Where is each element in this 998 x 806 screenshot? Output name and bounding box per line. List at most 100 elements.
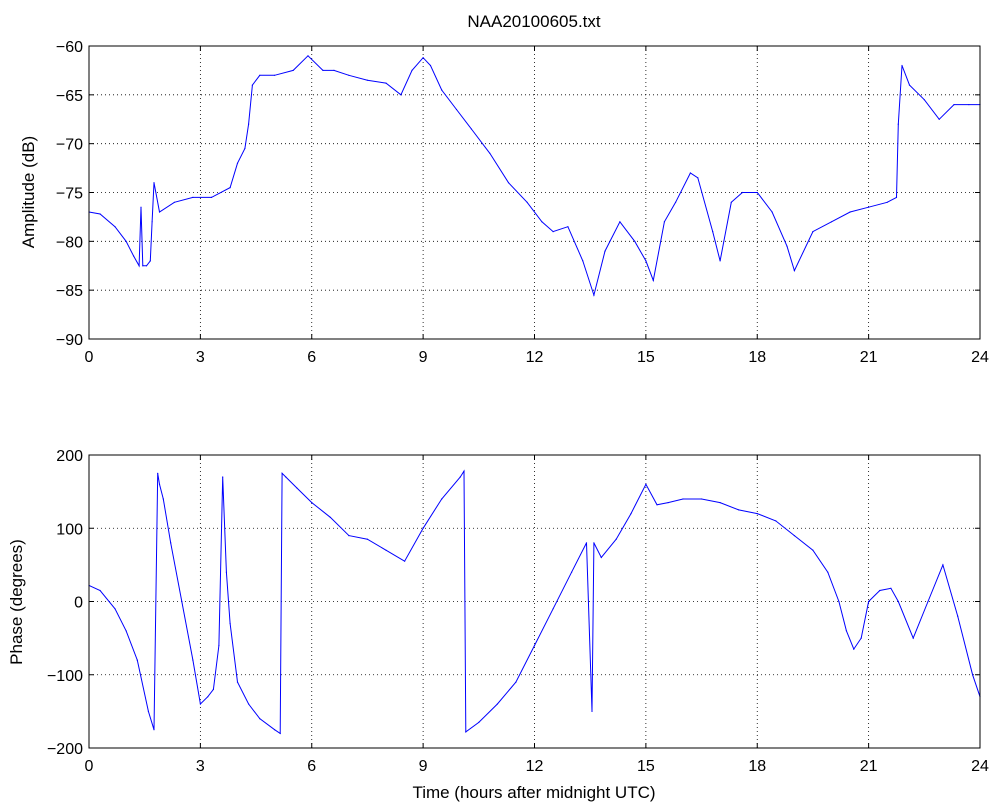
data-point [630, 513, 632, 515]
data-point [507, 182, 510, 184]
data-point [147, 710, 149, 713]
data-point [244, 147, 246, 150]
data-point [634, 240, 636, 242]
data-point [604, 250, 606, 252]
data-point [738, 509, 740, 511]
data-point [125, 240, 127, 242]
amplitude-y-label: Amplitude (dB) [19, 136, 38, 248]
data-point [400, 94, 402, 96]
data-point [496, 703, 498, 705]
data-point [149, 260, 151, 262]
x-tick-label: 9 [419, 758, 428, 775]
data-point [158, 211, 161, 213]
data-point [879, 589, 881, 592]
data-point [465, 731, 467, 733]
data-point [712, 231, 714, 233]
data-point [138, 265, 140, 267]
data-point [259, 74, 261, 76]
data-point [99, 589, 101, 592]
x-tick-label: 15 [637, 349, 655, 366]
x-tick-label: 21 [860, 349, 878, 366]
phase-x-tick-labels: 0 3 6 9 12 15 18 21 24 [85, 758, 989, 775]
data-point [140, 206, 142, 208]
data-point [775, 520, 777, 522]
data-point [868, 600, 870, 603]
y-tick-label: −100 [47, 668, 83, 685]
data-point [619, 221, 621, 223]
x-tick-label: 21 [860, 758, 878, 775]
y-tick-label: −80 [56, 234, 83, 251]
amplitude-grid [89, 46, 980, 339]
data-point [860, 637, 862, 639]
data-point [429, 64, 432, 67]
phase-ticks [88, 454, 981, 749]
data-point [441, 498, 443, 500]
y-tick-label: −85 [56, 283, 83, 300]
data-point [248, 703, 250, 705]
data-point [853, 648, 855, 650]
amplitude-x-tick-labels: 0 3 6 9 12 15 18 21 24 [85, 349, 989, 366]
x-tick-label: 9 [419, 349, 428, 366]
data-point [274, 729, 276, 731]
data-point [812, 231, 814, 233]
data-point [478, 721, 480, 724]
data-point [868, 206, 870, 208]
data-point [279, 732, 281, 735]
data-point [593, 294, 595, 296]
data-point [348, 535, 350, 537]
data-point [697, 177, 699, 179]
data-point [938, 118, 940, 120]
y-tick-label: −90 [56, 332, 83, 349]
y-tick-label: −200 [47, 741, 83, 758]
x-tick-label: 24 [971, 349, 989, 366]
data-point [229, 622, 231, 625]
data-point [663, 221, 666, 223]
data-point [296, 487, 298, 489]
data-point [582, 260, 584, 262]
data-point [329, 516, 331, 518]
data-point [192, 196, 194, 198]
phase-panel: 0 3 6 9 12 15 18 21 24 −200 −100 0 100 200 Phase (de… [7, 448, 989, 802]
data-point [645, 483, 647, 485]
x-tick-label: 18 [748, 349, 766, 366]
data-point [719, 502, 721, 504]
data-point [157, 472, 159, 474]
data-point [404, 560, 406, 562]
amplitude-ticks [88, 45, 981, 340]
data-point [845, 630, 848, 632]
data-point [897, 600, 899, 603]
data-point [158, 483, 161, 485]
y-tick-label: −60 [56, 39, 83, 56]
data-point [153, 182, 155, 184]
data-point [251, 84, 253, 86]
data-point [901, 64, 903, 67]
data-point [908, 84, 911, 86]
data-point [756, 191, 758, 194]
data-point [218, 644, 220, 647]
data-point [552, 608, 554, 610]
data-point [170, 542, 172, 544]
data-point [248, 123, 250, 125]
data-point [886, 201, 888, 203]
data-point [236, 681, 239, 683]
data-point [145, 265, 148, 267]
data-point [222, 476, 224, 478]
data-point [593, 542, 595, 544]
data-point [515, 681, 517, 683]
data-point [652, 279, 654, 281]
data-point [422, 57, 424, 59]
data-point [615, 538, 617, 540]
x-tick-label: 0 [85, 349, 94, 366]
data-point [923, 99, 925, 101]
data-point [411, 69, 413, 71]
data-point [793, 535, 796, 537]
data-point [533, 644, 536, 647]
data-point [541, 221, 543, 223]
y-tick-label: 0 [74, 595, 83, 612]
data-point [600, 556, 602, 559]
data-point [199, 703, 201, 705]
amplitude-panel: 0 3 6 9 12 15 18 21 24 −90 −85 −80 −75 −70 −65 −60 Amp… [19, 39, 989, 366]
data-point [585, 542, 588, 544]
data-point [830, 221, 833, 223]
data-point [526, 201, 528, 203]
